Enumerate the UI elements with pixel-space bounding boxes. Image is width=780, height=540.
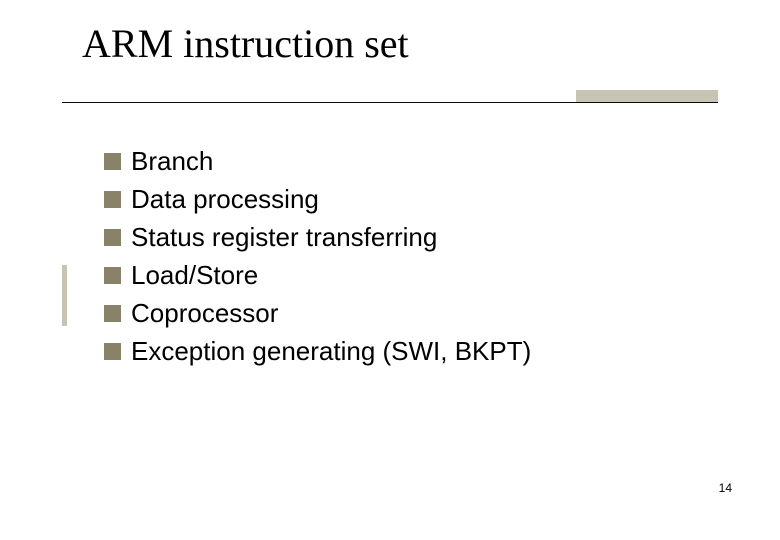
bullet-text: Load/Store [131,258,258,292]
list-item: Status register transferring [104,220,531,254]
list-item: Exception generating (SWI, BKPT) [104,334,531,368]
square-bullet-icon [104,267,121,284]
list-item: Branch [104,144,531,178]
page-number: 14 [719,481,732,495]
bullet-list: Branch Data processing Status register t… [104,144,531,372]
bullet-text: Exception generating (SWI, BKPT) [131,334,531,368]
list-item: Data processing [104,182,531,216]
bullet-text: Data processing [131,182,319,216]
title-underline [62,102,718,103]
square-bullet-icon [104,229,121,246]
list-item: Load/Store [104,258,531,292]
bullet-text: Branch [131,144,213,178]
underline-line [62,102,718,103]
list-item: Coprocessor [104,296,531,330]
square-bullet-icon [104,343,121,360]
bullet-text: Coprocessor [131,296,278,330]
accent-bar [576,90,718,102]
square-bullet-icon [104,153,121,170]
bullet-text: Status register transferring [131,220,437,254]
slide-title: ARM instruction set [82,20,409,67]
square-bullet-icon [104,305,121,322]
slide: ARM instruction set Branch Data processi… [0,0,780,540]
left-accent-bar [62,265,67,326]
square-bullet-icon [104,191,121,208]
